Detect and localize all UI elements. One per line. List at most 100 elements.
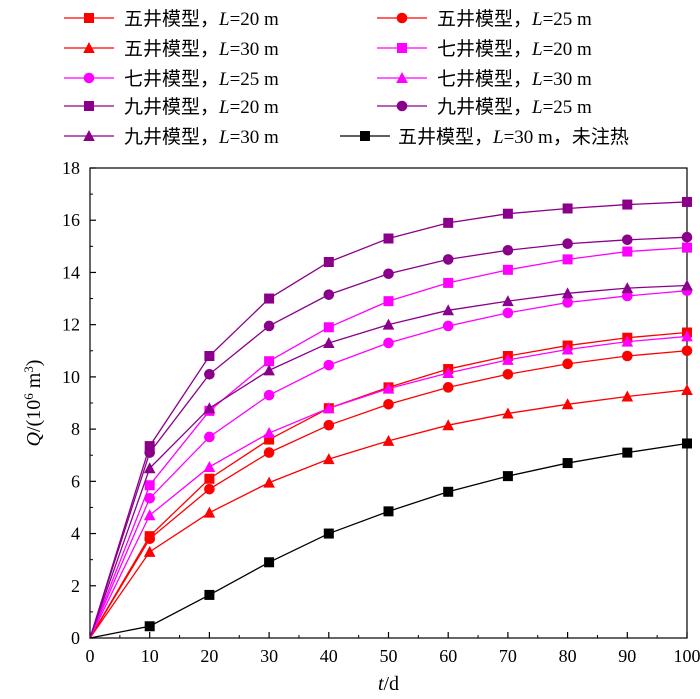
legend-label: 五井模型，L=25 m: [437, 8, 592, 30]
data-point: [622, 234, 633, 246]
data-point: [203, 402, 216, 414]
legend-marker: [83, 42, 95, 53]
x-tick-label: 100: [674, 646, 700, 666]
data-point: [622, 350, 633, 362]
data-point: [681, 330, 693, 342]
data-point: [621, 335, 634, 347]
data-point: [443, 217, 454, 228]
data-point: [502, 407, 514, 419]
series-1: [89, 327, 692, 639]
data-point: [144, 533, 155, 545]
series-6: [89, 330, 693, 639]
y-tick-label: 10: [62, 367, 80, 387]
data-point: [682, 438, 692, 449]
data-point: [442, 382, 454, 393]
x-tick-label: 80: [559, 646, 577, 666]
series-3: [89, 383, 693, 639]
y-tick-label: 6: [71, 471, 80, 491]
data-point: [621, 390, 634, 402]
data-point: [323, 453, 335, 465]
data-point: [681, 345, 693, 357]
legend-marker: [396, 100, 408, 112]
legend-label-var: L: [531, 39, 543, 60]
data-point: [682, 196, 692, 207]
data-point: [562, 254, 573, 265]
x-axis-title: t/d: [378, 673, 399, 695]
legend-label-suffix: =30 m，未注热: [504, 126, 629, 148]
data-point: [502, 368, 514, 380]
data-point: [382, 382, 395, 394]
legend-label-suffix: =25 m: [543, 9, 592, 30]
legend-label-prefix: 九井模型，: [437, 96, 532, 118]
data-point: [264, 434, 275, 445]
legend-marker: [83, 72, 95, 84]
data-point: [382, 318, 395, 330]
data-point: [502, 307, 514, 319]
legend-label: 五井模型，L=30 m: [124, 38, 279, 60]
legend-label-var: L: [492, 127, 504, 148]
data-point: [263, 476, 275, 488]
series-2: [89, 345, 693, 639]
data-point: [323, 528, 334, 539]
legend-label-suffix: =20 m: [230, 9, 279, 30]
legend-label-var: L: [218, 127, 230, 148]
x-tick-label: 10: [141, 646, 159, 666]
y-axis-title: Q/(106 m3): [21, 360, 46, 447]
y-tick-label: 8: [71, 419, 80, 439]
legend-item-4: 七井模型，L=20 m: [377, 38, 592, 60]
data-point: [263, 447, 275, 458]
legend-marker: [396, 72, 408, 83]
data-point: [383, 268, 394, 280]
legend-marker: [397, 43, 407, 53]
legend-item-7: 九井模型，L=20 m: [64, 96, 279, 118]
series-line: [89, 201, 688, 639]
data-point: [502, 208, 513, 219]
data-point: [204, 351, 215, 361]
data-point: [502, 295, 514, 307]
data-point: [204, 368, 215, 380]
data-point: [562, 297, 573, 308]
data-point: [144, 621, 155, 632]
legend-label-var: L: [531, 9, 543, 30]
data-point: [621, 282, 634, 294]
x-tick-label: 40: [320, 646, 338, 666]
legend-label-prefix: 五井模型，: [398, 126, 493, 148]
data-point: [442, 366, 454, 378]
legend-item-2: 五井模型，L=25 m: [377, 8, 592, 30]
data-point: [442, 419, 454, 431]
data-point: [562, 358, 573, 370]
x-tick-label: 90: [618, 646, 636, 666]
x-tick-label: 50: [380, 646, 398, 666]
data-point: [264, 293, 275, 304]
legend-label-suffix: =25 m: [230, 69, 279, 90]
legend-item-9: 九井模型，L=30 m: [64, 126, 279, 148]
legend-label-var: L: [218, 9, 230, 30]
y-tick-label: 12: [62, 315, 80, 335]
x-tick-label: 20: [200, 646, 218, 666]
data-point: [562, 203, 573, 214]
data-point: [502, 264, 513, 275]
legend-label-var: L: [531, 97, 543, 118]
y-title-unit: m: [23, 372, 45, 393]
data-point: [502, 353, 514, 365]
data-point: [264, 557, 275, 568]
x-tick-label: 70: [499, 646, 517, 666]
data-point: [502, 244, 514, 256]
x-tick-label: 0: [86, 646, 95, 666]
series-line: [89, 442, 688, 639]
data-point: [323, 257, 334, 267]
data-point: [203, 506, 216, 518]
data-point: [382, 434, 395, 446]
series-line: [89, 335, 688, 639]
legend-marker: [84, 101, 94, 111]
legend-label: 九井模型，L=30 m: [124, 126, 279, 148]
data-point: [383, 296, 394, 307]
legend-item-10: 五井模型，L=30 m，未注热: [340, 126, 629, 148]
y-tick-label: 16: [62, 210, 80, 230]
data-point: [442, 254, 454, 265]
data-point: [263, 389, 275, 401]
legend-marker: [396, 12, 408, 24]
legend-label-prefix: 七井模型，: [437, 68, 532, 90]
data-point: [204, 473, 215, 484]
